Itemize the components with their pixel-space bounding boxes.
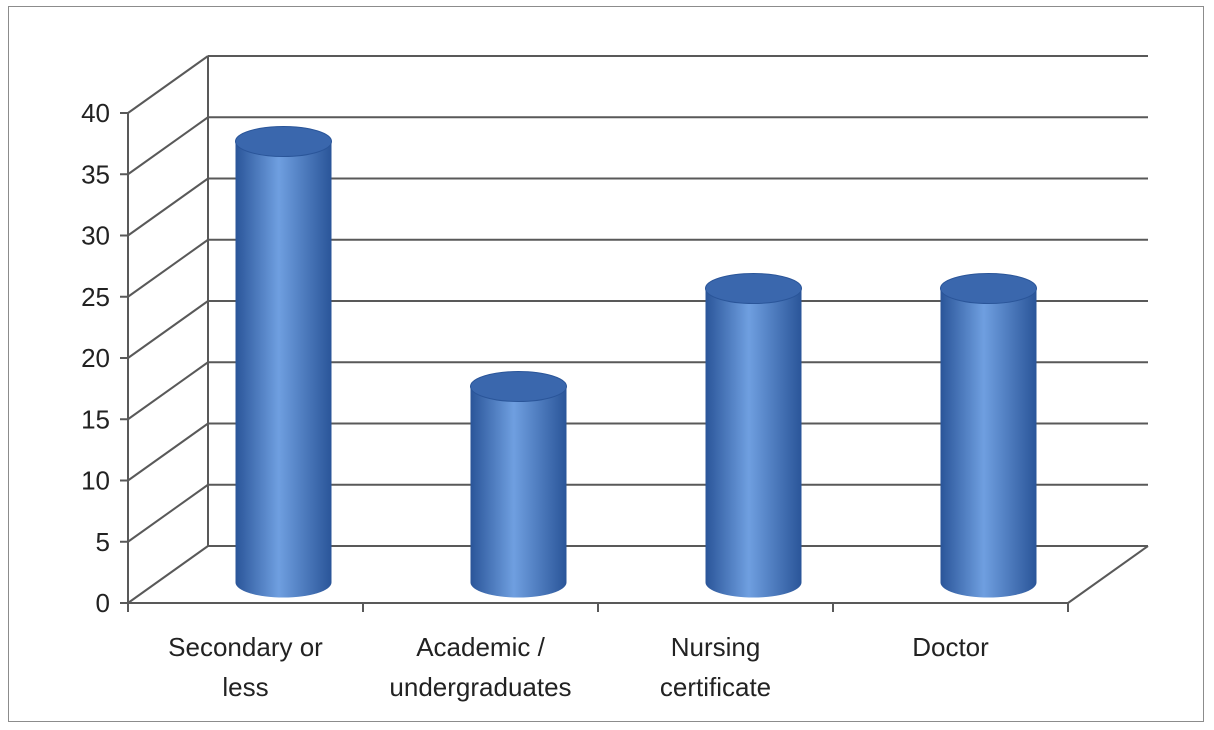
bar-top bbox=[705, 273, 802, 304]
x-category-labels: Secondary or less Academic / undergraduates… bbox=[168, 632, 989, 702]
y-tick-label: 35 bbox=[81, 159, 110, 189]
bars bbox=[235, 126, 1037, 598]
gridline-side bbox=[127, 300, 209, 359]
bar-top bbox=[470, 371, 567, 402]
x-category-label: Secondary or less bbox=[168, 632, 323, 702]
bar-top bbox=[940, 273, 1037, 304]
x-category-label: Academic / undergraduates bbox=[389, 632, 571, 702]
y-tick-label: 30 bbox=[81, 221, 110, 251]
gridline-side bbox=[127, 177, 209, 237]
bar bbox=[705, 273, 802, 598]
x-category-label: Nursing certificate bbox=[660, 632, 771, 702]
gridline-side bbox=[127, 238, 209, 298]
bar-body bbox=[235, 141, 332, 598]
axes bbox=[120, 56, 1149, 612]
gridline-side bbox=[127, 55, 209, 114]
gridline-side bbox=[127, 545, 209, 604]
bar-body bbox=[940, 288, 1037, 598]
bar-top bbox=[235, 126, 332, 157]
y-tick-label: 10 bbox=[81, 466, 110, 496]
x-category-label: Doctor bbox=[912, 632, 989, 662]
bar bbox=[235, 126, 332, 598]
floor-edge bbox=[1067, 545, 1149, 604]
y-tick-labels: 0 5 10 15 20 25 30 35 40 bbox=[81, 98, 110, 618]
bar bbox=[940, 273, 1037, 598]
bar-body bbox=[470, 386, 567, 598]
bar-body bbox=[705, 288, 802, 598]
y-tick-label: 0 bbox=[96, 588, 110, 618]
y-tick-label: 40 bbox=[81, 98, 110, 128]
gridline-side bbox=[127, 116, 209, 176]
y-tick-label: 25 bbox=[81, 282, 110, 312]
bar bbox=[470, 371, 567, 598]
gridline-side bbox=[127, 422, 209, 482]
gridline-side bbox=[127, 483, 209, 543]
gridline-side bbox=[127, 361, 209, 421]
y-tick-label: 5 bbox=[96, 527, 110, 557]
y-tick-label: 20 bbox=[81, 343, 110, 373]
y-tick-label: 15 bbox=[81, 404, 110, 434]
